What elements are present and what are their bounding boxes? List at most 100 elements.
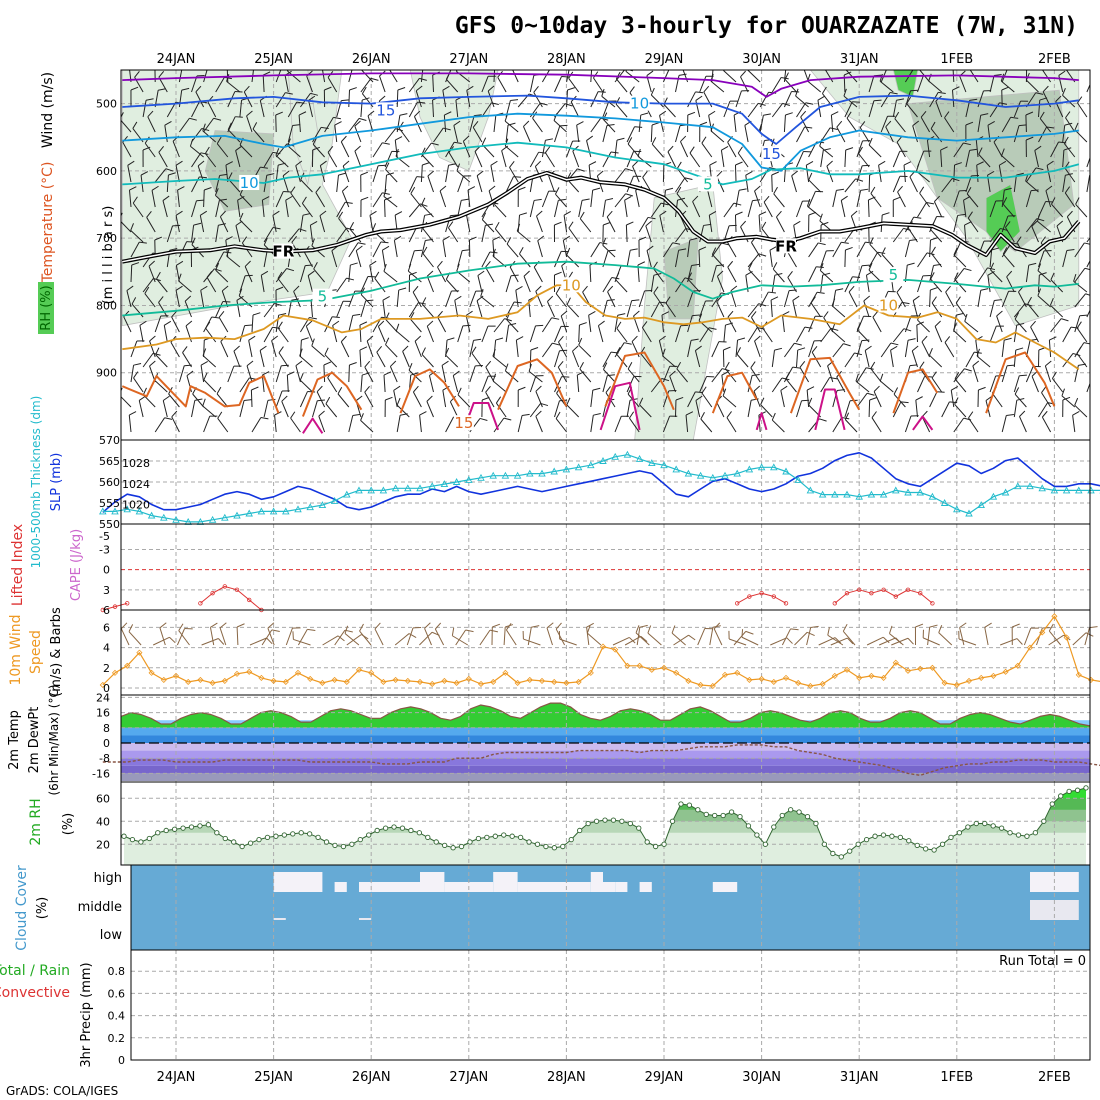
barb-shaft xyxy=(178,241,188,258)
rh-point xyxy=(517,834,524,840)
barb-flag xyxy=(791,170,799,177)
wind-barb xyxy=(645,220,652,243)
wind-barb xyxy=(560,310,568,333)
wind-barb xyxy=(808,172,822,193)
wind-barb xyxy=(708,210,717,233)
barb-shaft xyxy=(796,126,806,143)
barb-flag xyxy=(323,361,332,366)
barb-shaft xyxy=(953,417,965,433)
barb-flag xyxy=(523,120,530,127)
wind-barb xyxy=(700,412,713,433)
barb-shaft xyxy=(541,190,550,208)
surface-wind-barb xyxy=(261,629,280,646)
wind-barb xyxy=(481,325,496,343)
barb-flag xyxy=(774,347,783,351)
barb-shaft xyxy=(959,627,965,646)
barb-shaft xyxy=(313,268,325,283)
thickness-point xyxy=(1050,486,1059,494)
barb-flag xyxy=(196,199,205,202)
barb-shaft xyxy=(312,400,318,418)
barb-flag xyxy=(740,220,747,228)
rh-point xyxy=(982,820,988,827)
barb-shaft xyxy=(275,365,282,383)
barb-shaft xyxy=(422,228,434,243)
wind-barb xyxy=(687,91,704,108)
barb-shaft xyxy=(989,75,995,93)
barb-shaft xyxy=(785,378,797,393)
wind-barb xyxy=(462,135,471,158)
barb-flag xyxy=(437,260,443,268)
wind-barb xyxy=(747,102,766,118)
barb-flag xyxy=(421,297,427,305)
wind-barb xyxy=(275,111,283,133)
wind-barb xyxy=(675,324,689,343)
barb-shaft xyxy=(868,174,871,193)
barb-shaft xyxy=(481,76,489,93)
barb-flag xyxy=(865,241,873,244)
barb-flag xyxy=(603,221,611,226)
barb-flag xyxy=(844,412,850,420)
barb-flag xyxy=(861,339,870,342)
wind-barb xyxy=(1086,381,1090,393)
barb-shaft xyxy=(709,627,714,646)
barb-shaft xyxy=(546,301,555,318)
barb-flag xyxy=(772,262,778,270)
barb-shaft xyxy=(912,300,918,318)
barb-shaft xyxy=(336,175,339,193)
wind-barb xyxy=(976,348,991,368)
surface-wind-barb xyxy=(818,637,842,646)
wind-barb xyxy=(323,86,332,108)
ylabel-cape: CAPE (J/kg) xyxy=(69,529,84,601)
barb-flag xyxy=(593,71,599,79)
thickness-point xyxy=(1038,484,1046,492)
barb-shaft xyxy=(445,279,459,293)
wind-barb xyxy=(692,195,701,218)
wind-barb xyxy=(716,295,725,318)
barb-shaft xyxy=(215,77,225,93)
barb-shaft xyxy=(1064,192,1076,208)
wind-barb xyxy=(189,138,204,158)
barb-shaft xyxy=(393,240,398,258)
wind-barb xyxy=(796,399,810,418)
rh-point xyxy=(281,832,287,838)
barb-flag xyxy=(395,148,399,157)
wind-barb xyxy=(603,112,616,133)
wind-barb xyxy=(626,299,640,318)
barb-flag xyxy=(142,387,147,396)
barb-flag xyxy=(829,377,838,380)
barb-shaft xyxy=(175,290,180,308)
barb-shaft xyxy=(442,390,447,408)
wind-barb xyxy=(806,198,822,218)
barb-flag xyxy=(286,268,295,272)
wind-barb xyxy=(781,311,790,333)
barb-shaft xyxy=(445,165,450,183)
wind-barb xyxy=(904,70,914,83)
barb-flag xyxy=(660,202,669,206)
barb-shaft xyxy=(612,636,630,646)
barb-shaft xyxy=(503,627,506,646)
barb-shaft xyxy=(659,215,664,233)
ylabel-wind-barbs: (m/s) & Barbs xyxy=(49,607,64,697)
barb-flag xyxy=(421,347,426,355)
barb-shaft xyxy=(299,391,308,408)
barb-shaft xyxy=(889,633,904,646)
wind-barb xyxy=(293,285,301,308)
barb-shaft xyxy=(306,75,313,93)
barb-shaft xyxy=(977,115,982,133)
wind-barb xyxy=(832,241,849,258)
barb-flag xyxy=(1004,337,1012,341)
rh-point xyxy=(939,841,946,847)
barb-shaft xyxy=(892,328,905,343)
wind-barb xyxy=(287,228,307,243)
barb-flag xyxy=(969,148,978,151)
barb-shaft xyxy=(527,627,532,646)
barb-shaft xyxy=(734,214,737,233)
wind-barb xyxy=(420,142,439,158)
barb-flag xyxy=(711,247,717,255)
barb-flag xyxy=(954,397,959,405)
wind-barb xyxy=(299,348,313,368)
barb-shaft xyxy=(568,77,580,93)
wind-speed-point xyxy=(441,677,448,684)
barb-flag xyxy=(817,95,825,101)
barb-shaft xyxy=(590,415,594,433)
